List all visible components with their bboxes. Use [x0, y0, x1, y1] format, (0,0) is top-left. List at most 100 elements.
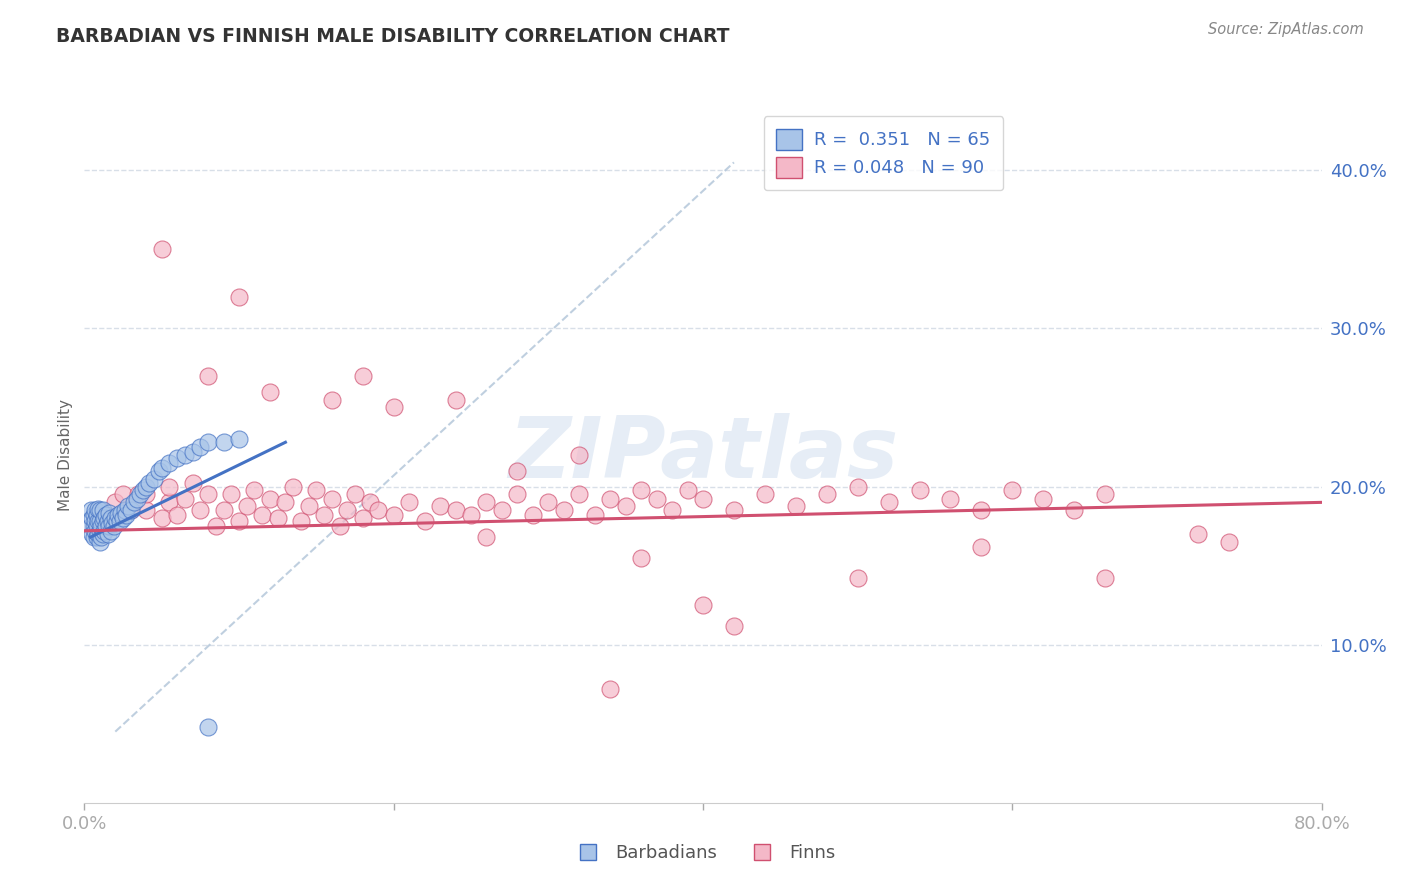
Point [174, 492, 197, 507]
Point [298, 499, 321, 513]
Text: Source: ZipAtlas.com: Source: ZipAtlas.com [1208, 22, 1364, 37]
Point [614, 499, 637, 513]
Point [908, 483, 931, 497]
Point [89, 524, 111, 538]
Point [166, 451, 188, 466]
Point [352, 511, 374, 525]
Y-axis label: Male Disability: Male Disability [58, 399, 73, 511]
Point [100, 524, 122, 538]
Point [568, 487, 591, 501]
Point [329, 519, 352, 533]
Point [321, 392, 343, 407]
Point [815, 487, 838, 501]
Point [692, 598, 714, 612]
Point [122, 495, 145, 509]
Legend: R =  0.351   N = 65, R = 0.048   N = 90: R = 0.351 N = 65, R = 0.048 N = 90 [763, 116, 1004, 190]
Point [267, 511, 290, 525]
Point [132, 483, 155, 497]
Point [475, 495, 498, 509]
Point [1063, 503, 1085, 517]
Text: BARBADIAN VS FINNISH MALE DISABILITY CORRELATION CHART: BARBADIAN VS FINNISH MALE DISABILITY COR… [56, 27, 730, 45]
Point [107, 508, 129, 522]
Point [97, 527, 120, 541]
Point [522, 508, 544, 522]
Point [321, 492, 343, 507]
Point [475, 530, 498, 544]
Point [135, 479, 157, 493]
Point [125, 492, 148, 507]
Point [259, 492, 281, 507]
Point [100, 511, 122, 525]
Point [305, 483, 328, 497]
Point [645, 492, 668, 507]
Point [283, 479, 305, 493]
Point [86, 519, 108, 533]
Point [159, 479, 181, 493]
Point [101, 516, 124, 530]
Point [159, 495, 181, 509]
Point [93, 524, 115, 538]
Point [112, 487, 135, 501]
Point [252, 508, 274, 522]
Point [630, 483, 652, 497]
Point [970, 540, 993, 554]
Point [491, 503, 513, 517]
Point [83, 530, 105, 544]
Point [939, 492, 962, 507]
Point [444, 392, 467, 407]
Point [120, 503, 142, 517]
Point [197, 720, 219, 734]
Point [83, 519, 105, 533]
Point [98, 519, 121, 533]
Point [97, 514, 120, 528]
Point [94, 519, 117, 533]
Point [846, 479, 869, 493]
Point [84, 524, 107, 538]
Point [143, 472, 166, 486]
Point [506, 464, 529, 478]
Point [197, 368, 219, 383]
Point [274, 495, 297, 509]
Point [150, 243, 173, 257]
Point [90, 530, 112, 544]
Point [188, 503, 212, 517]
Point [382, 401, 405, 415]
Point [135, 503, 157, 517]
Point [91, 527, 114, 541]
Point [89, 514, 111, 528]
Point [84, 514, 107, 528]
Point [1094, 571, 1116, 585]
Point [553, 503, 575, 517]
Point [94, 508, 117, 522]
Point [86, 530, 108, 544]
Point [290, 514, 312, 528]
Point [599, 681, 621, 696]
Point [128, 487, 150, 501]
Point [181, 444, 204, 458]
Point [336, 503, 359, 517]
Point [1187, 527, 1209, 541]
Point [197, 487, 219, 501]
Point [676, 483, 699, 497]
Point [82, 527, 104, 541]
Point [87, 501, 110, 516]
Point [537, 495, 560, 509]
Point [174, 448, 197, 462]
Point [108, 514, 131, 528]
Point [506, 487, 529, 501]
Point [1001, 483, 1024, 497]
Point [89, 503, 111, 517]
Point [630, 550, 652, 565]
Point [877, 495, 900, 509]
Point [367, 503, 389, 517]
Point [413, 514, 436, 528]
Point [87, 514, 110, 528]
Point [1218, 534, 1240, 549]
Point [79, 503, 101, 517]
Point [104, 511, 127, 525]
Point [259, 384, 281, 399]
Point [89, 534, 111, 549]
Point [212, 503, 235, 517]
Point [243, 483, 266, 497]
Point [166, 508, 188, 522]
